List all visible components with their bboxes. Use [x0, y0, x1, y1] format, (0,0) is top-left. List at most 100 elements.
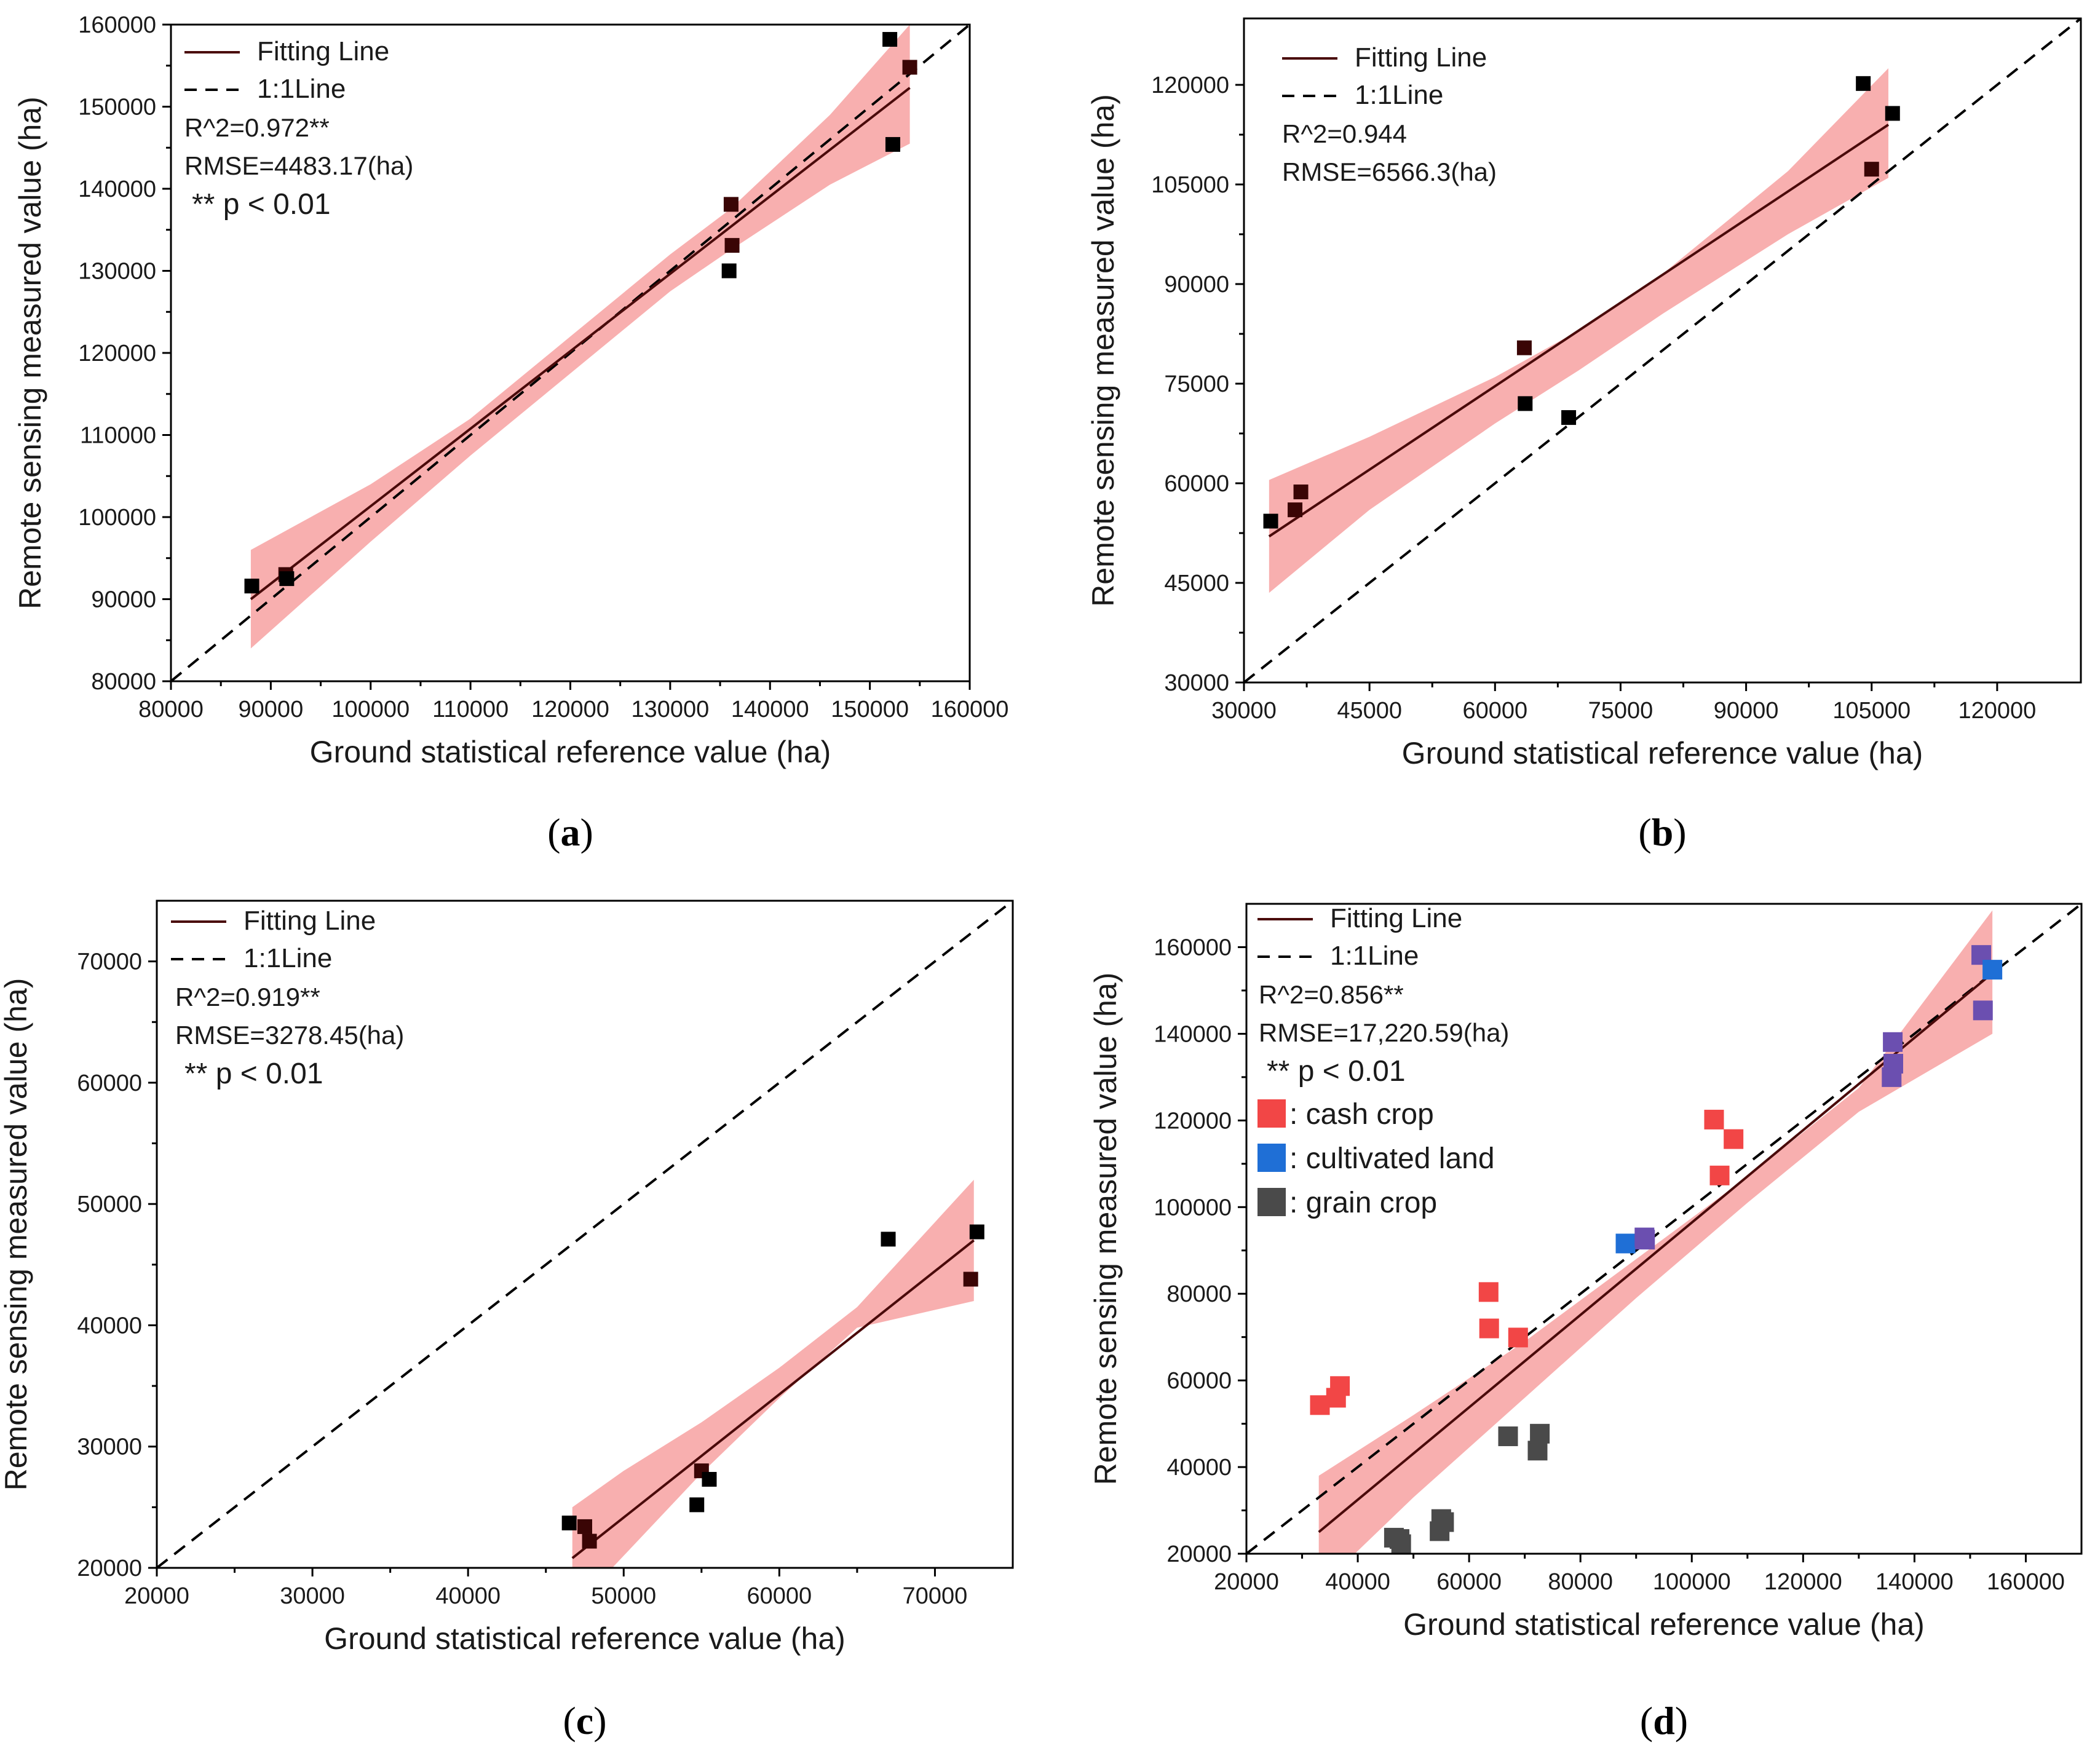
x-tick-label: 140000 — [1875, 1569, 1954, 1595]
y-tick-label: 100000 — [78, 505, 156, 531]
y-tick-label: 70000 — [77, 949, 142, 975]
panel-c: 20000 30000 40000 50000 60000 70000 20000 30000… — [0, 900, 1014, 1742]
y-tick-label: 110000 — [80, 423, 156, 449]
data-point — [902, 60, 917, 75]
x-tick-label: 105000 — [1832, 698, 1911, 724]
legend-one-label: 1:1Line — [244, 943, 332, 973]
one-to-one-line — [157, 901, 1013, 1568]
plot-area — [171, 25, 970, 681]
data-point — [1391, 1534, 1411, 1554]
y-tick-label: 20000 — [1166, 1541, 1232, 1567]
y-axis-label: Remote sensing measured value (ha) — [13, 97, 47, 609]
data-point — [1709, 1165, 1730, 1185]
data-point — [1973, 1000, 1993, 1021]
x-tick-label: 20000 — [1214, 1569, 1279, 1595]
data-point — [963, 1272, 978, 1287]
x-tick-label: 30000 — [280, 1583, 345, 1609]
data-point — [1864, 162, 1879, 177]
stat-line: RMSE=6566.3(ha) — [1282, 157, 1497, 186]
panel-caption: (c) — [563, 1699, 606, 1742]
data-point — [1498, 1426, 1518, 1447]
data-point — [1704, 1109, 1724, 1129]
y-tick-label: 60000 — [1164, 471, 1229, 497]
y-tick-label: 50000 — [77, 1192, 142, 1217]
x-tick-label: 160000 — [931, 697, 1009, 722]
data-point — [1883, 1032, 1903, 1052]
x-tick-label: 70000 — [903, 1583, 968, 1609]
data-point — [1561, 410, 1577, 425]
stat-line: RMSE=4483.17(ha) — [184, 151, 413, 180]
data-point — [1982, 960, 2003, 980]
data-point — [1615, 1233, 1636, 1254]
data-point — [724, 238, 740, 253]
y-tick-label: 120000 — [1151, 73, 1229, 98]
p-value: ** p < 0.01 — [184, 1058, 323, 1090]
plot-area — [1244, 18, 2081, 682]
y-tick-label: 80000 — [91, 669, 156, 695]
x-tick-label: 110000 — [432, 697, 509, 722]
one-to-one-line — [171, 25, 970, 681]
x-tick-label: 40000 — [435, 1583, 501, 1609]
stat-line: RMSE=17,220.59(ha) — [1259, 1018, 1509, 1047]
category-swatch-land — [1257, 1144, 1286, 1172]
p-value: ** p < 0.01 — [1267, 1055, 1406, 1088]
y-tick-label: 140000 — [1154, 1021, 1232, 1047]
y-tick-label: 160000 — [1154, 935, 1232, 960]
x-tick-label: 75000 — [1588, 698, 1653, 724]
y-tick-label: 45000 — [1164, 571, 1229, 596]
y-tick-label: 140000 — [78, 176, 156, 202]
data-point — [1530, 1423, 1550, 1444]
legend-one-label: 1:1Line — [1355, 80, 1443, 110]
confidence-band — [572, 1179, 974, 1568]
y-tick-label: 120000 — [1154, 1108, 1232, 1134]
data-point — [1882, 1067, 1902, 1087]
data-point — [1434, 1512, 1454, 1532]
data-point — [1518, 396, 1533, 411]
x-tick-label: 90000 — [239, 697, 304, 722]
x-tick-label: 120000 — [1764, 1569, 1842, 1595]
x-tick-label: 50000 — [591, 1583, 656, 1609]
stat-line: R^2=0.944 — [1282, 119, 1407, 148]
y-tick-label: 130000 — [78, 259, 156, 285]
plot-frame — [1245, 903, 2083, 1555]
plot-area — [1246, 904, 2081, 1554]
x-tick-label: 120000 — [1958, 698, 2036, 724]
data-point — [1724, 1129, 1744, 1149]
data-point — [561, 1516, 577, 1531]
x-axis-label: Ground statistical reference value (ha) — [324, 1621, 846, 1656]
x-axis-label: Ground statistical reference value (ha) — [310, 735, 831, 769]
category-label-land: : cultivated land — [1289, 1142, 1495, 1175]
y-tick-label: 30000 — [1164, 670, 1229, 696]
data-point — [1856, 76, 1871, 91]
x-tick-label: 20000 — [124, 1583, 189, 1609]
data-point — [723, 197, 739, 212]
data-point — [1635, 1230, 1655, 1250]
y-tick-label: 60000 — [1166, 1368, 1232, 1394]
fitting-line — [1318, 972, 1994, 1533]
x-tick-label: 120000 — [531, 697, 609, 722]
y-tick-label: 80000 — [1166, 1281, 1232, 1307]
data-point — [1516, 340, 1532, 355]
y-tick-label: 20000 — [77, 1556, 142, 1581]
data-point — [582, 1533, 597, 1549]
legend-fit-label: Fitting Line — [257, 36, 389, 66]
data-point — [1288, 502, 1303, 518]
panel-caption: (b) — [1638, 810, 1686, 854]
stat-line: R^2=0.972** — [184, 113, 330, 142]
y-axis-label: Remote sensing measured value (ha) — [1086, 94, 1120, 607]
y-tick-label: 105000 — [1151, 172, 1229, 198]
panel-caption: (a) — [547, 810, 593, 854]
x-tick-label: 100000 — [331, 697, 410, 722]
data-point — [577, 1519, 592, 1534]
data-point — [244, 579, 259, 594]
data-point — [1330, 1376, 1350, 1396]
legend-fit-label: Fitting Line — [244, 906, 376, 936]
x-tick-label: 40000 — [1325, 1569, 1390, 1595]
panel-caption: (d) — [1640, 1699, 1688, 1742]
plot-area — [157, 901, 1013, 1568]
data-point — [689, 1497, 705, 1513]
y-tick-label: 75000 — [1164, 371, 1229, 397]
data-point — [882, 32, 898, 47]
data-point — [1885, 106, 1900, 121]
